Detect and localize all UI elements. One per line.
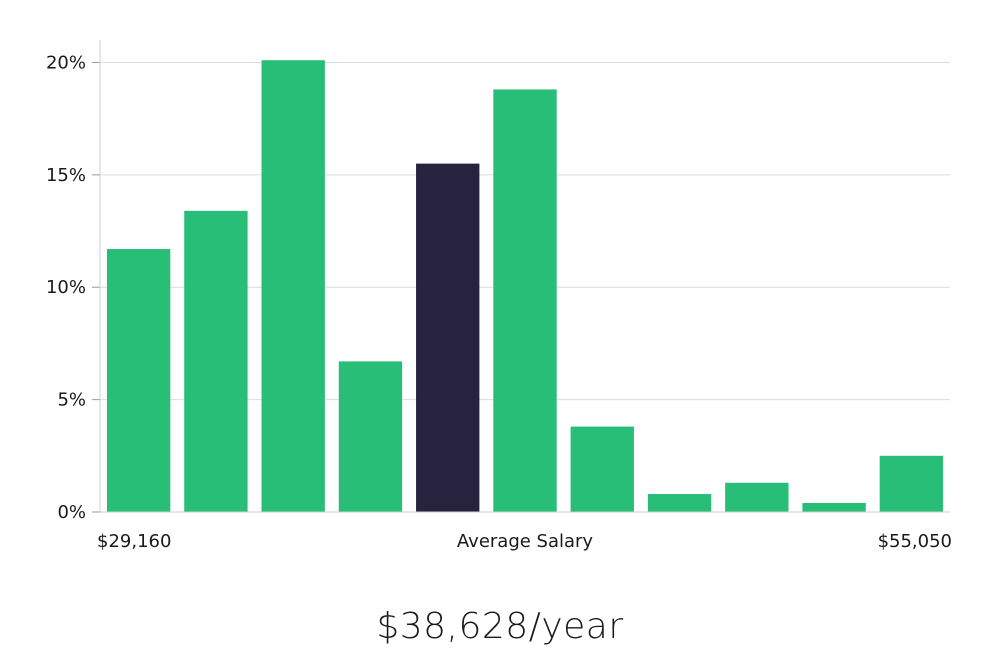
- bar: [261, 60, 325, 512]
- bar-highlighted: [416, 163, 480, 512]
- bar: [493, 89, 557, 512]
- bars: [106, 60, 944, 513]
- average-salary-value: $38,628/year: [376, 606, 624, 647]
- bar: [725, 482, 789, 512]
- y-tick-label: 5%: [57, 390, 86, 411]
- salary-histogram-chart: 0% 5% 10% 15% 20% $29,160 Average Salary $55…: [46, 40, 952, 552]
- bar: [570, 426, 634, 512]
- y-tick-label: 10%: [46, 277, 86, 298]
- x-axis-label: Average Salary: [457, 531, 594, 552]
- bar: [802, 503, 866, 512]
- y-tick-label: 20%: [46, 52, 86, 73]
- y-axis-ticks: 0% 5% 10% 15% 20%: [46, 52, 100, 523]
- y-tick-label: 15%: [46, 165, 86, 186]
- y-tick-label: 0%: [57, 502, 86, 523]
- x-end-label: $55,050: [878, 531, 952, 552]
- bar: [338, 361, 403, 512]
- bar: [106, 249, 171, 512]
- x-start-label: $29,160: [97, 531, 171, 552]
- bar: [879, 455, 944, 512]
- bar: [647, 494, 712, 512]
- bar: [184, 210, 248, 513]
